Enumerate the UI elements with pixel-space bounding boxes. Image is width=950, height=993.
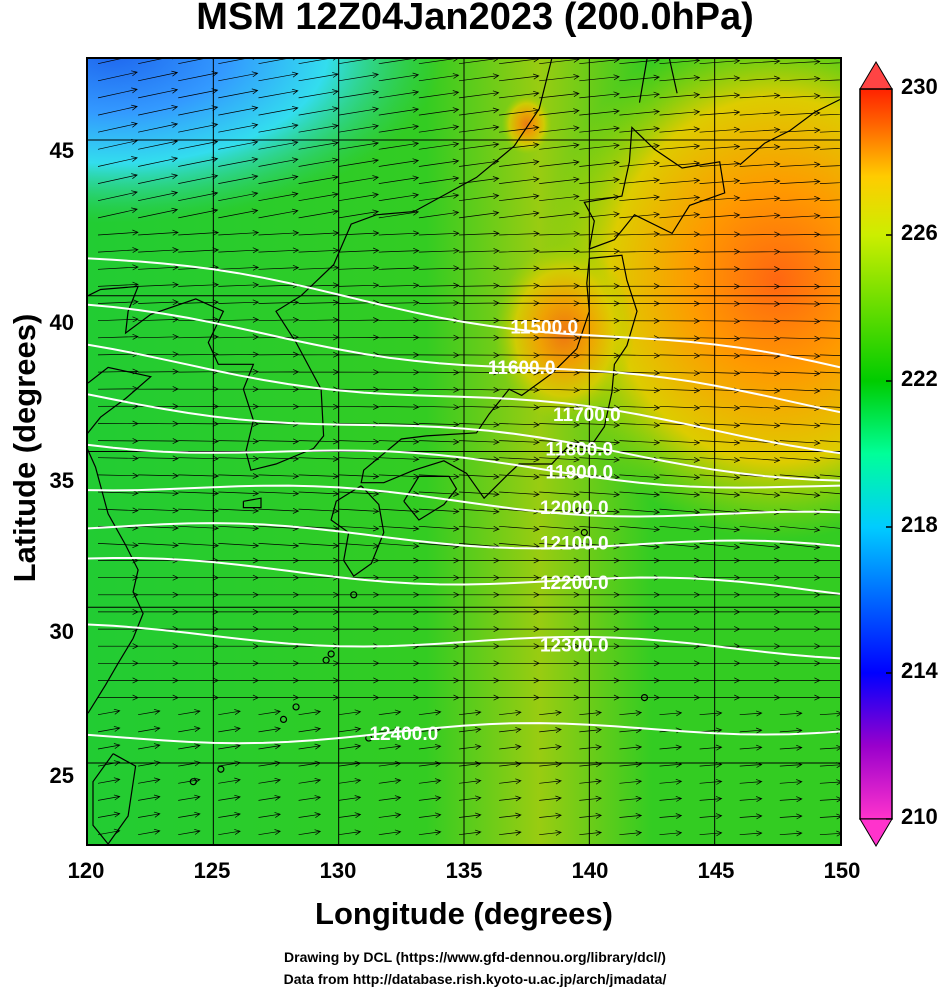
colorbar-tick-214: 214	[901, 658, 938, 683]
contour-line	[88, 393, 840, 482]
colorbar-max-arrow	[859, 61, 893, 90]
contour-label: 11900.0	[545, 463, 613, 484]
x-tick-145: 145	[697, 858, 735, 883]
height-contours: 11500.0 11600.0 11700.0 11800.0 11900.0 12000…	[88, 257, 840, 745]
credit-drawing: Drawing by DCL (https://www.gfd-dennou.o…	[284, 949, 666, 965]
x-tick-130: 130	[319, 858, 357, 883]
x-tick-125: 125	[193, 858, 231, 883]
colorbar-tick-222: 222	[901, 366, 938, 391]
contour-label: 11600.0	[488, 358, 556, 379]
colorbar-tick-226: 226	[901, 220, 938, 245]
warm-region	[537, 59, 840, 541]
contour-label: 11500.0	[510, 317, 578, 338]
contour-line	[88, 484, 840, 518]
colorbar-gradient	[859, 88, 893, 820]
colorbar-min-arrow	[859, 818, 893, 847]
y-axis-label: Latitude (degrees)	[7, 313, 42, 583]
contour-line	[88, 257, 840, 369]
coastlines	[88, 59, 840, 844]
colorbar-tick-218: 218	[901, 512, 938, 537]
y-tick-25: 25	[49, 763, 74, 788]
contour-label: 12100.0	[540, 533, 609, 554]
colorbar	[859, 61, 893, 847]
x-axis-label: Longitude (degrees)	[315, 896, 613, 931]
chart-title: MSM 12Z04Jan2023 (200.0hPa)	[196, 0, 754, 38]
contour-label: 12200.0	[540, 573, 609, 594]
contour-label: 11700.0	[553, 405, 621, 426]
contour-line	[88, 722, 840, 745]
y-tick-30: 30	[49, 619, 74, 644]
contour-label: 12300.0	[540, 635, 609, 656]
contour-label: 11800.0	[545, 439, 613, 460]
cold-region	[88, 59, 443, 223]
y-tick-35: 35	[49, 468, 74, 493]
colorbar-tick-210: 210	[901, 804, 938, 829]
contour-line	[88, 557, 840, 595]
contour-line	[88, 623, 840, 660]
map-plot-area: 11500.0 11600.0 11700.0 11800.0 11900.0 12000…	[86, 57, 842, 846]
y-tick-45: 45	[49, 138, 74, 163]
contour-line	[88, 443, 840, 489]
x-tick-135: 135	[445, 858, 483, 883]
x-tick-140: 140	[571, 858, 609, 883]
credit-data: Data from http://database.rish.kyoto-u.a…	[283, 971, 667, 987]
contour-label: 12400.0	[369, 724, 438, 745]
contour-line	[88, 303, 840, 414]
y-tick-40: 40	[49, 310, 74, 335]
wind-vectors	[97, 59, 840, 837]
colorbar-tick-230: 230	[901, 74, 938, 99]
x-tick-120: 120	[67, 858, 105, 883]
x-tick-150: 150	[823, 858, 861, 883]
warm-spot	[501, 94, 552, 155]
contour-line	[88, 522, 840, 550]
contour-label: 12000.0	[540, 498, 609, 519]
contour-line	[88, 343, 840, 455]
map-canvas: 11500.0 11600.0 11700.0 11800.0 11900.0 12000…	[88, 59, 840, 844]
